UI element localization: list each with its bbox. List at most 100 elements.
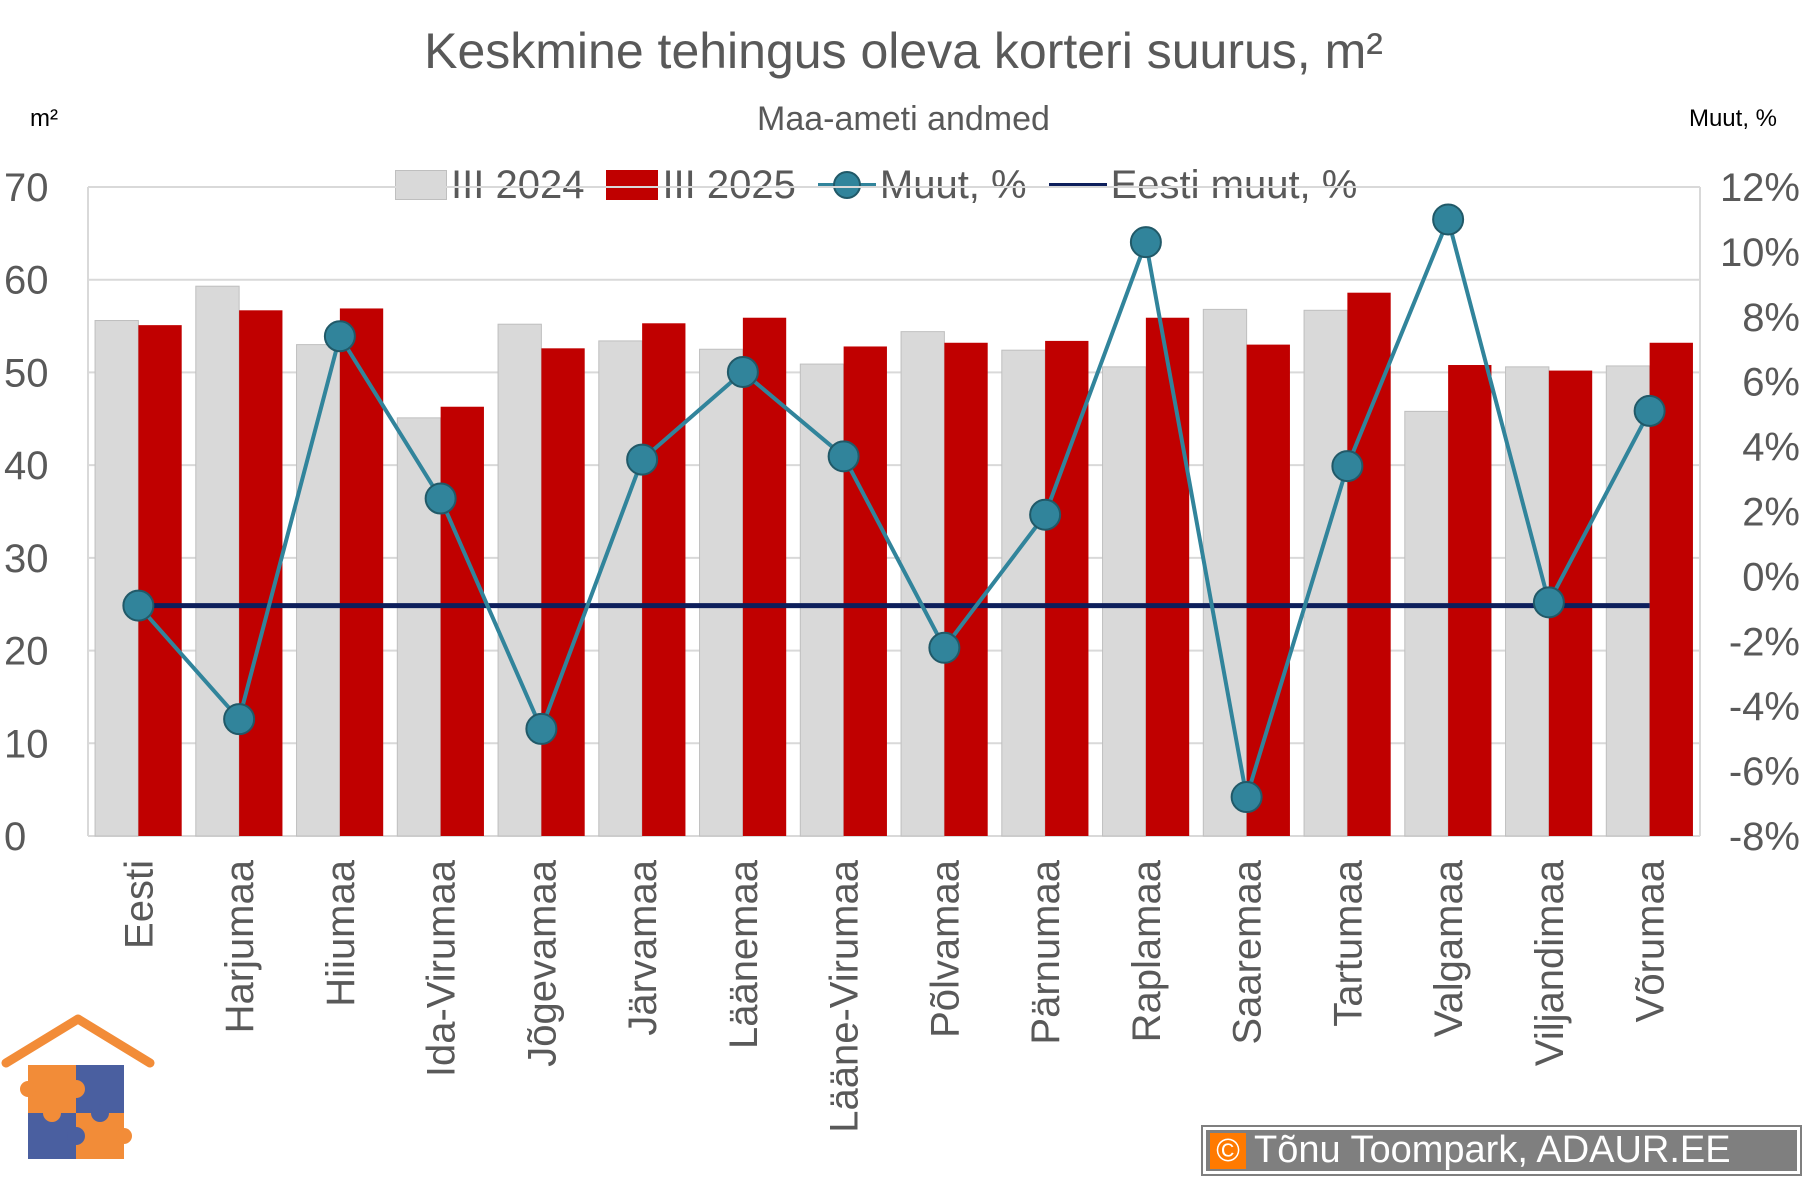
legend-label-change: Muut, % [879, 162, 1027, 207]
y-right-tick-label: 0% [1742, 555, 1800, 599]
legend-item-2024: III 2024 [395, 163, 584, 208]
y-right-tick-label: 2% [1742, 491, 1800, 535]
bar-2025 [1347, 292, 1391, 836]
legend-label-2024: III 2024 [451, 162, 585, 207]
series-line-change [136, 217, 1652, 800]
change-point [223, 703, 256, 736]
y-left-tick-label: 30 [4, 537, 49, 581]
right-axis-unit: Muut, % [1688, 105, 1777, 132]
x-category-label: Saaremaa [1226, 859, 1270, 1044]
x-category-label: Pärnumaa [1024, 859, 1068, 1044]
legend-swatch-2024 [395, 170, 447, 200]
bar-2024 [1605, 365, 1651, 837]
y-right-tick-label: 12% [1720, 166, 1800, 210]
y-right-tick-label: -6% [1729, 750, 1800, 794]
y-right-tick-label: 4% [1742, 426, 1800, 470]
y-right-tick-label: -2% [1729, 620, 1800, 664]
x-category-label: Ida-Virumaa [420, 859, 464, 1077]
x-category-label: Tartumaa [1326, 859, 1370, 1026]
change-point [525, 712, 558, 745]
chart-subtitle: Maa-ameti andmed [757, 100, 1050, 138]
legend-item-estonia: Eesti muut, % [1048, 162, 1358, 208]
bar-2025 [1246, 344, 1290, 836]
change-point [1331, 450, 1364, 483]
x-category-label: Jõgevamaa [520, 859, 564, 1067]
y-right-tick-label: -8% [1729, 815, 1800, 859]
x-category-label: Järvamaa [621, 859, 665, 1035]
x-category-label: Viljandimaa [1528, 859, 1572, 1066]
y-right-tick-label: 10% [1720, 231, 1800, 275]
bar-2025 [843, 346, 887, 836]
legend-label-2025: III 2025 [662, 162, 796, 207]
bar-2025 [1448, 365, 1492, 836]
y-left-tick-label: 10 [4, 722, 49, 766]
change-point [827, 440, 860, 473]
bar-2025 [239, 310, 283, 836]
bar-2025 [440, 406, 484, 836]
legend-marker-estonia [1048, 183, 1107, 187]
bar-2025 [339, 308, 384, 837]
y-right-tick-label: 6% [1742, 361, 1800, 405]
x-category-label: Harjumaa [218, 859, 262, 1033]
y-left-tick-label: 60 [4, 259, 49, 303]
bar-2024 [195, 285, 240, 837]
bar-2024 [900, 331, 945, 837]
bar-2025 [1145, 317, 1190, 836]
bar-2025 [944, 342, 988, 836]
change-point [424, 482, 457, 515]
y-right-tick-label: 8% [1742, 296, 1800, 340]
y-left-tick-label: 70 [4, 166, 49, 210]
chart-title: Keskmine tehingus oleva korteri suurus, … [424, 23, 1383, 79]
x-category-label: Hiiumaa [319, 859, 363, 1006]
change-point [1029, 498, 1062, 531]
y-left-tick-label: 40 [4, 444, 49, 488]
change-point [1532, 586, 1565, 619]
change-point [1432, 203, 1465, 236]
credit-text: Tõnu Toompark, ADAUR.EE [1254, 1129, 1731, 1171]
x-category-label: Raplamaa [1125, 859, 1169, 1042]
bar-2024 [497, 323, 542, 837]
bar-2025 [138, 325, 182, 836]
y-left-tick-label: 50 [4, 351, 49, 395]
change-point [626, 443, 659, 476]
bar-2024 [1404, 410, 1449, 837]
copyright-credit: © Tõnu Toompark, ADAUR.EE [1201, 1125, 1802, 1176]
bar-2025 [742, 317, 787, 836]
x-category-label: Eesti [117, 860, 161, 949]
bar-2025 [541, 348, 585, 836]
chart-legend: III 2024 III 2025 Muut, % Eesti muut, % [395, 158, 1379, 212]
bar-2024 [296, 344, 341, 837]
x-category-label: Läänemaa [722, 859, 766, 1049]
legend-label-estonia: Eesti muut, % [1110, 162, 1358, 207]
y-left-tick-label: 0 [4, 815, 26, 859]
bar-2024 [598, 340, 643, 837]
adaur-logo [0, 1005, 158, 1181]
bar-2024 [1001, 349, 1046, 837]
legend-marker-change [817, 171, 876, 199]
legend-swatch-2025 [606, 170, 659, 200]
change-point [1633, 394, 1666, 427]
bar-2024 [396, 417, 442, 837]
bar-2024 [1303, 309, 1348, 837]
bar-2025 [1045, 340, 1089, 836]
x-category-label: Võrumaa [1629, 859, 1673, 1022]
change-point [1129, 226, 1162, 259]
copyright-icon: © [1210, 1132, 1246, 1169]
change-point [122, 589, 155, 622]
x-category-label: Valgamaa [1427, 859, 1471, 1037]
legend-item-change: Muut, % [817, 162, 1027, 208]
bar-2024 [94, 320, 139, 837]
bar-2025 [642, 323, 686, 836]
change-point [928, 631, 961, 664]
change-point [726, 355, 759, 388]
bar-2024 [699, 348, 744, 837]
left-axis-unit: m² [30, 105, 58, 132]
bar-2024 [1102, 366, 1147, 837]
change-point [1230, 781, 1263, 814]
bar-2024 [799, 363, 845, 837]
y-left-tick-label: 20 [4, 630, 49, 674]
x-category-label: Põlvamaa [923, 859, 967, 1038]
legend-item-2025: III 2025 [606, 162, 796, 208]
x-category-label: Lääne-Virumaa [823, 859, 867, 1133]
